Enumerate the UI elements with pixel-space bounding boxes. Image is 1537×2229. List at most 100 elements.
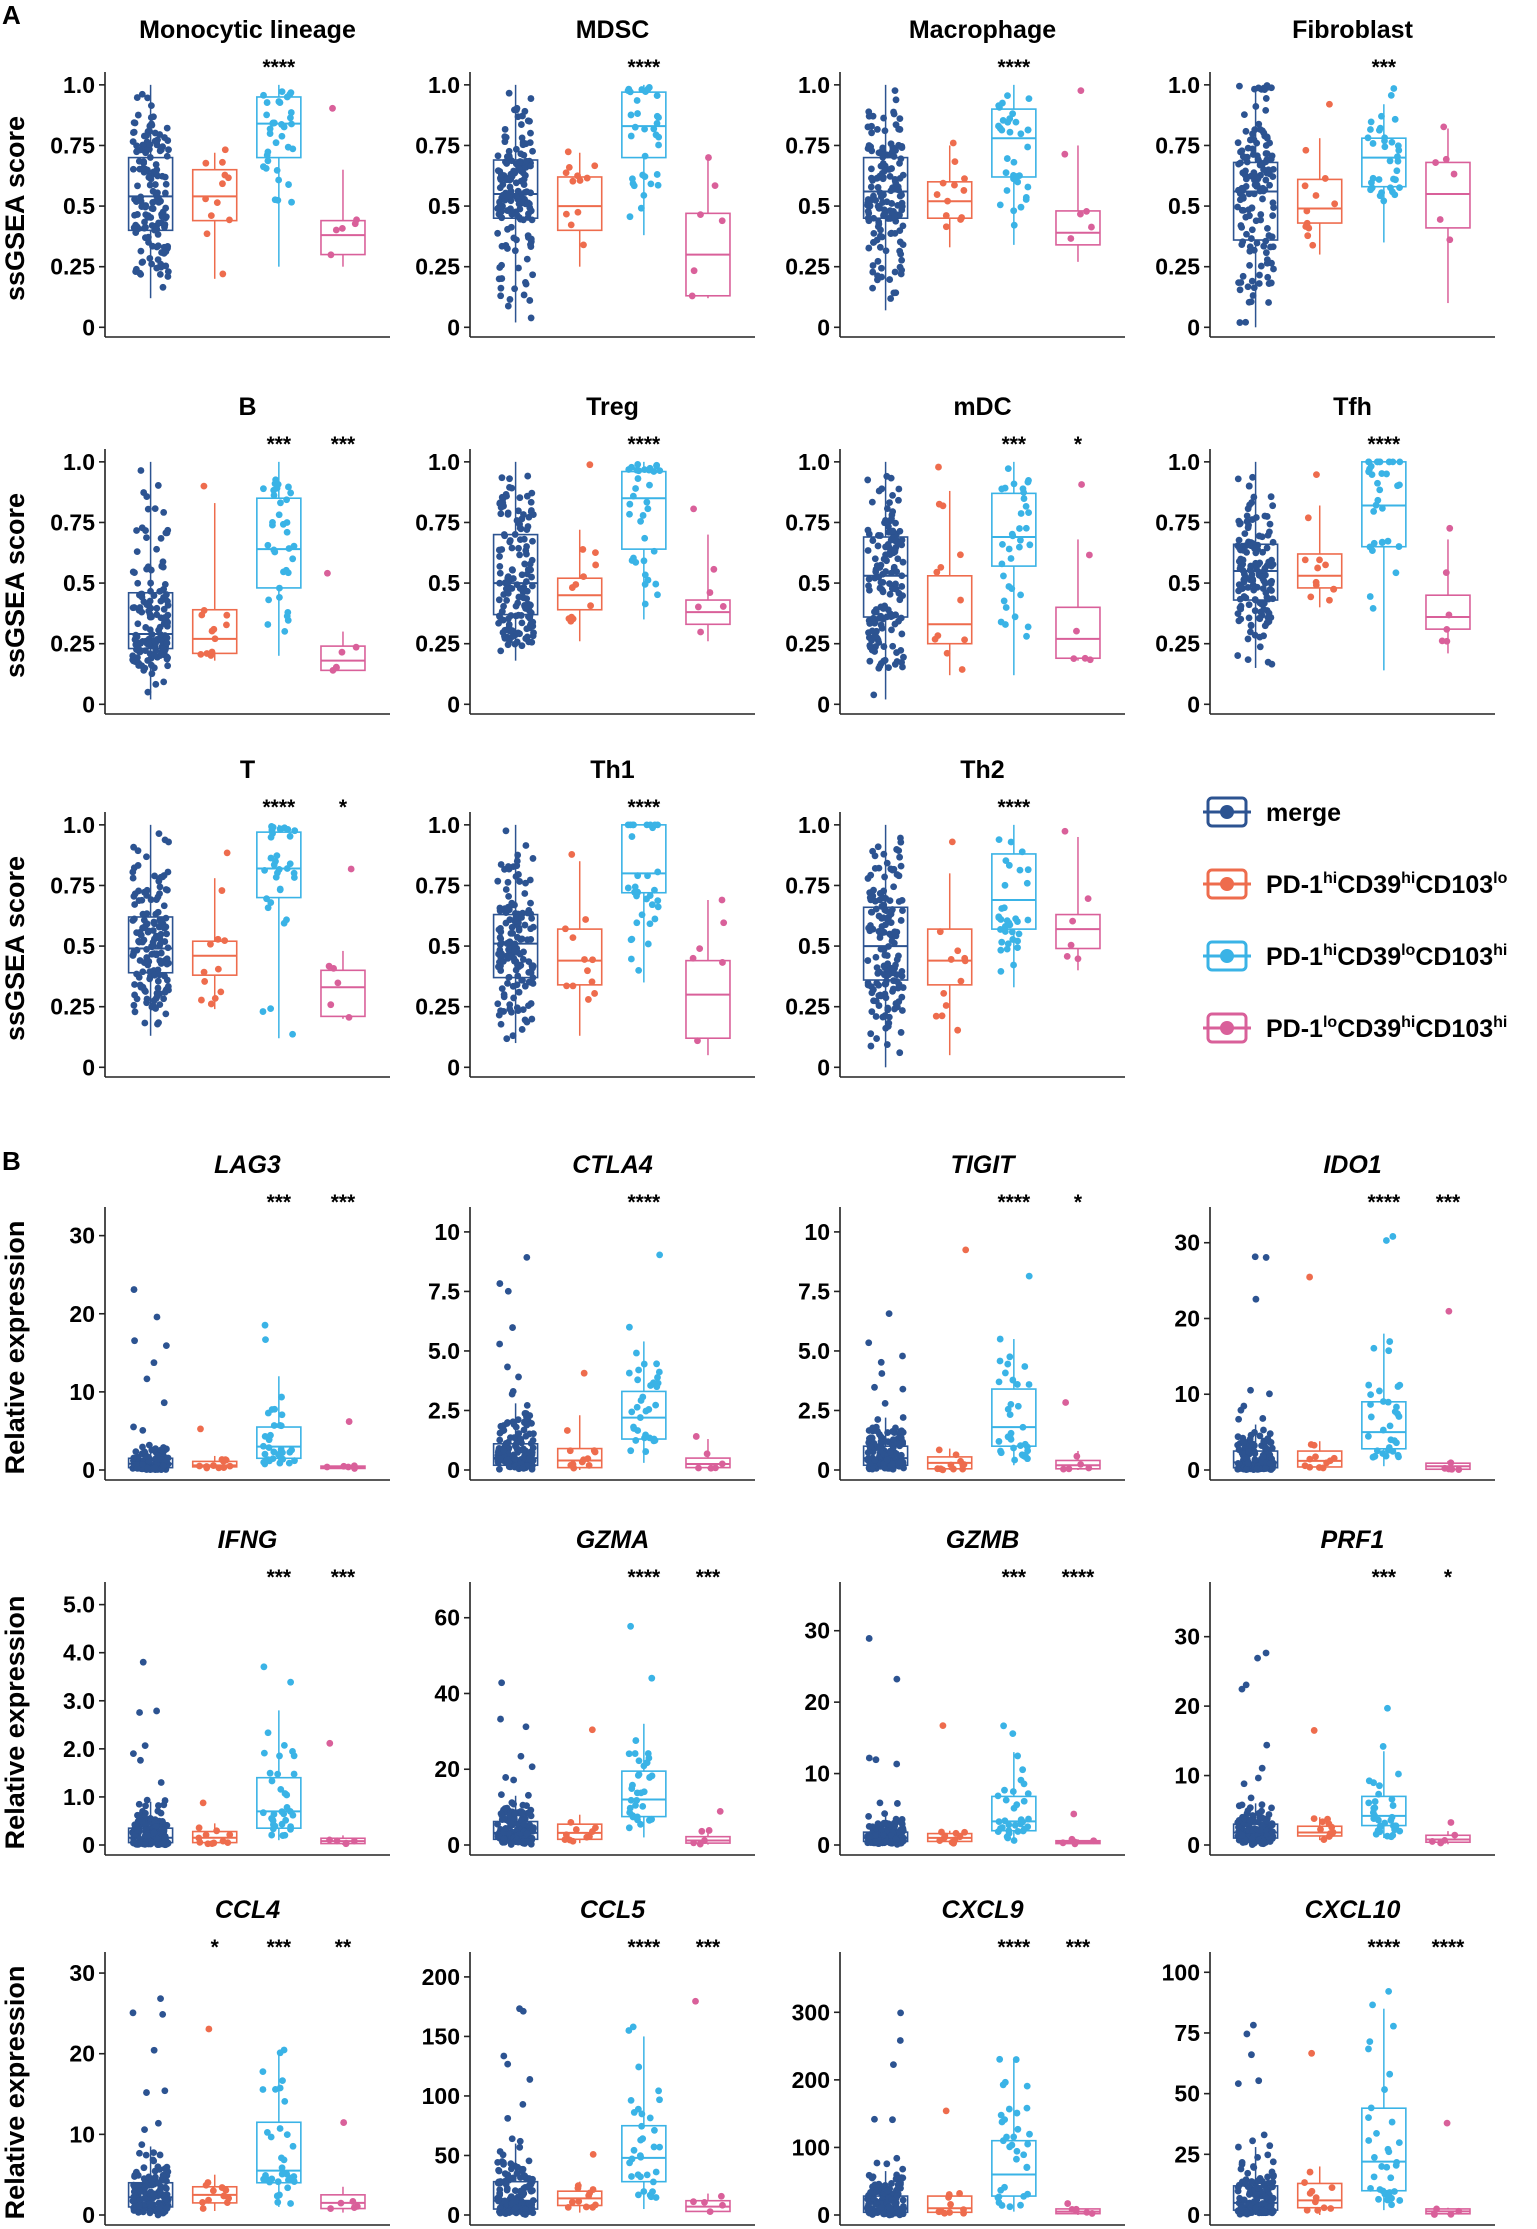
data-point xyxy=(1010,221,1018,229)
data-point xyxy=(998,905,1006,912)
data-point xyxy=(627,111,635,119)
data-point xyxy=(160,995,168,1003)
y-tick-label: 0 xyxy=(447,1832,460,1858)
data-point xyxy=(1367,186,1374,194)
data-point xyxy=(220,1464,228,1471)
data-point xyxy=(527,1000,535,1007)
data-point xyxy=(529,618,537,626)
data-point xyxy=(136,269,144,277)
data-point xyxy=(161,221,169,228)
data-point xyxy=(135,937,142,945)
data-point xyxy=(886,580,893,588)
data-point xyxy=(1077,87,1085,95)
data-point xyxy=(202,2181,210,2189)
data-point xyxy=(524,909,531,917)
data-point xyxy=(873,236,881,244)
data-point xyxy=(633,1349,640,1357)
data-point xyxy=(353,2202,361,2210)
data-point xyxy=(628,2173,635,2180)
significance-label: **** xyxy=(1367,1191,1401,1214)
box-group-merge xyxy=(127,1286,174,1474)
data-point xyxy=(285,483,292,491)
data-point xyxy=(157,651,165,658)
data-point xyxy=(899,984,907,991)
data-point xyxy=(878,485,886,493)
data-point xyxy=(893,1800,901,1807)
data-point xyxy=(1395,543,1403,550)
data-point xyxy=(157,146,164,153)
box-group-pd1hi_cd39lo_cd103hi xyxy=(256,1663,302,1841)
data-point xyxy=(503,176,511,184)
data-point xyxy=(1310,1815,1318,1822)
data-point xyxy=(283,2170,291,2178)
data-point xyxy=(515,611,522,619)
data-point xyxy=(523,1421,531,1429)
data-point xyxy=(883,1041,891,1048)
box-group-merge xyxy=(862,1310,909,1473)
data-point xyxy=(1266,139,1274,147)
data-point xyxy=(637,2173,644,2181)
data-point xyxy=(1319,1464,1327,1472)
data-point xyxy=(265,1444,273,1452)
data-point xyxy=(651,886,658,894)
data-point xyxy=(881,980,889,988)
data-point xyxy=(890,977,897,985)
data-point xyxy=(1258,1807,1265,1815)
data-point xyxy=(958,214,966,221)
data-point xyxy=(1017,130,1025,138)
data-point xyxy=(289,2142,297,2150)
data-point xyxy=(160,902,168,910)
chart-title: IFNG xyxy=(218,1526,278,1554)
data-point xyxy=(520,948,527,956)
data-point xyxy=(1006,1411,1014,1419)
box-group-pd1lo_cd39hi_cd103hi xyxy=(320,1739,366,1848)
y-tick-label: 0.75 xyxy=(50,872,95,898)
data-point xyxy=(517,150,525,158)
data-point xyxy=(273,166,281,174)
data-point xyxy=(1262,1649,1270,1657)
data-point xyxy=(1248,1834,1256,1842)
data-point xyxy=(494,1000,502,1008)
data-point xyxy=(1306,1455,1314,1463)
significance-label: *** xyxy=(267,433,292,456)
data-point xyxy=(625,1750,633,1758)
data-point xyxy=(519,2100,527,2108)
data-point xyxy=(506,296,514,303)
data-point xyxy=(868,646,876,654)
data-point xyxy=(148,670,156,678)
data-point xyxy=(563,1427,571,1434)
y-tick-label: 1.0 xyxy=(798,449,830,475)
data-point xyxy=(650,125,658,133)
iqr-box xyxy=(991,108,1037,178)
data-point xyxy=(1009,1376,1017,1384)
data-point xyxy=(129,868,137,876)
data-point xyxy=(888,1460,896,1468)
data-point xyxy=(514,972,522,980)
data-point xyxy=(654,903,662,911)
data-point xyxy=(519,169,527,177)
data-point xyxy=(1025,509,1032,517)
data-point xyxy=(494,1820,502,1828)
data-point xyxy=(211,635,219,643)
data-point xyxy=(1021,1363,1029,1370)
data-point xyxy=(1326,1830,1334,1837)
data-point xyxy=(517,1435,525,1443)
data-point xyxy=(952,1451,960,1459)
data-point xyxy=(500,531,508,538)
data-point xyxy=(653,461,661,469)
data-point xyxy=(521,560,529,568)
data-point xyxy=(270,491,278,499)
data-point xyxy=(496,1340,504,1348)
data-point xyxy=(152,680,160,688)
data-point xyxy=(634,2191,642,2199)
box-group-merge xyxy=(1232,82,1279,328)
data-point xyxy=(650,468,658,475)
data-point xyxy=(1078,481,1085,488)
data-point xyxy=(209,2187,217,2195)
data-point xyxy=(1367,118,1375,126)
data-point xyxy=(890,108,897,116)
box-group-pd1lo_cd39hi_cd103hi xyxy=(1055,1810,1101,1848)
y-tick-label: 0 xyxy=(82,1054,95,1080)
data-point xyxy=(648,1674,656,1682)
